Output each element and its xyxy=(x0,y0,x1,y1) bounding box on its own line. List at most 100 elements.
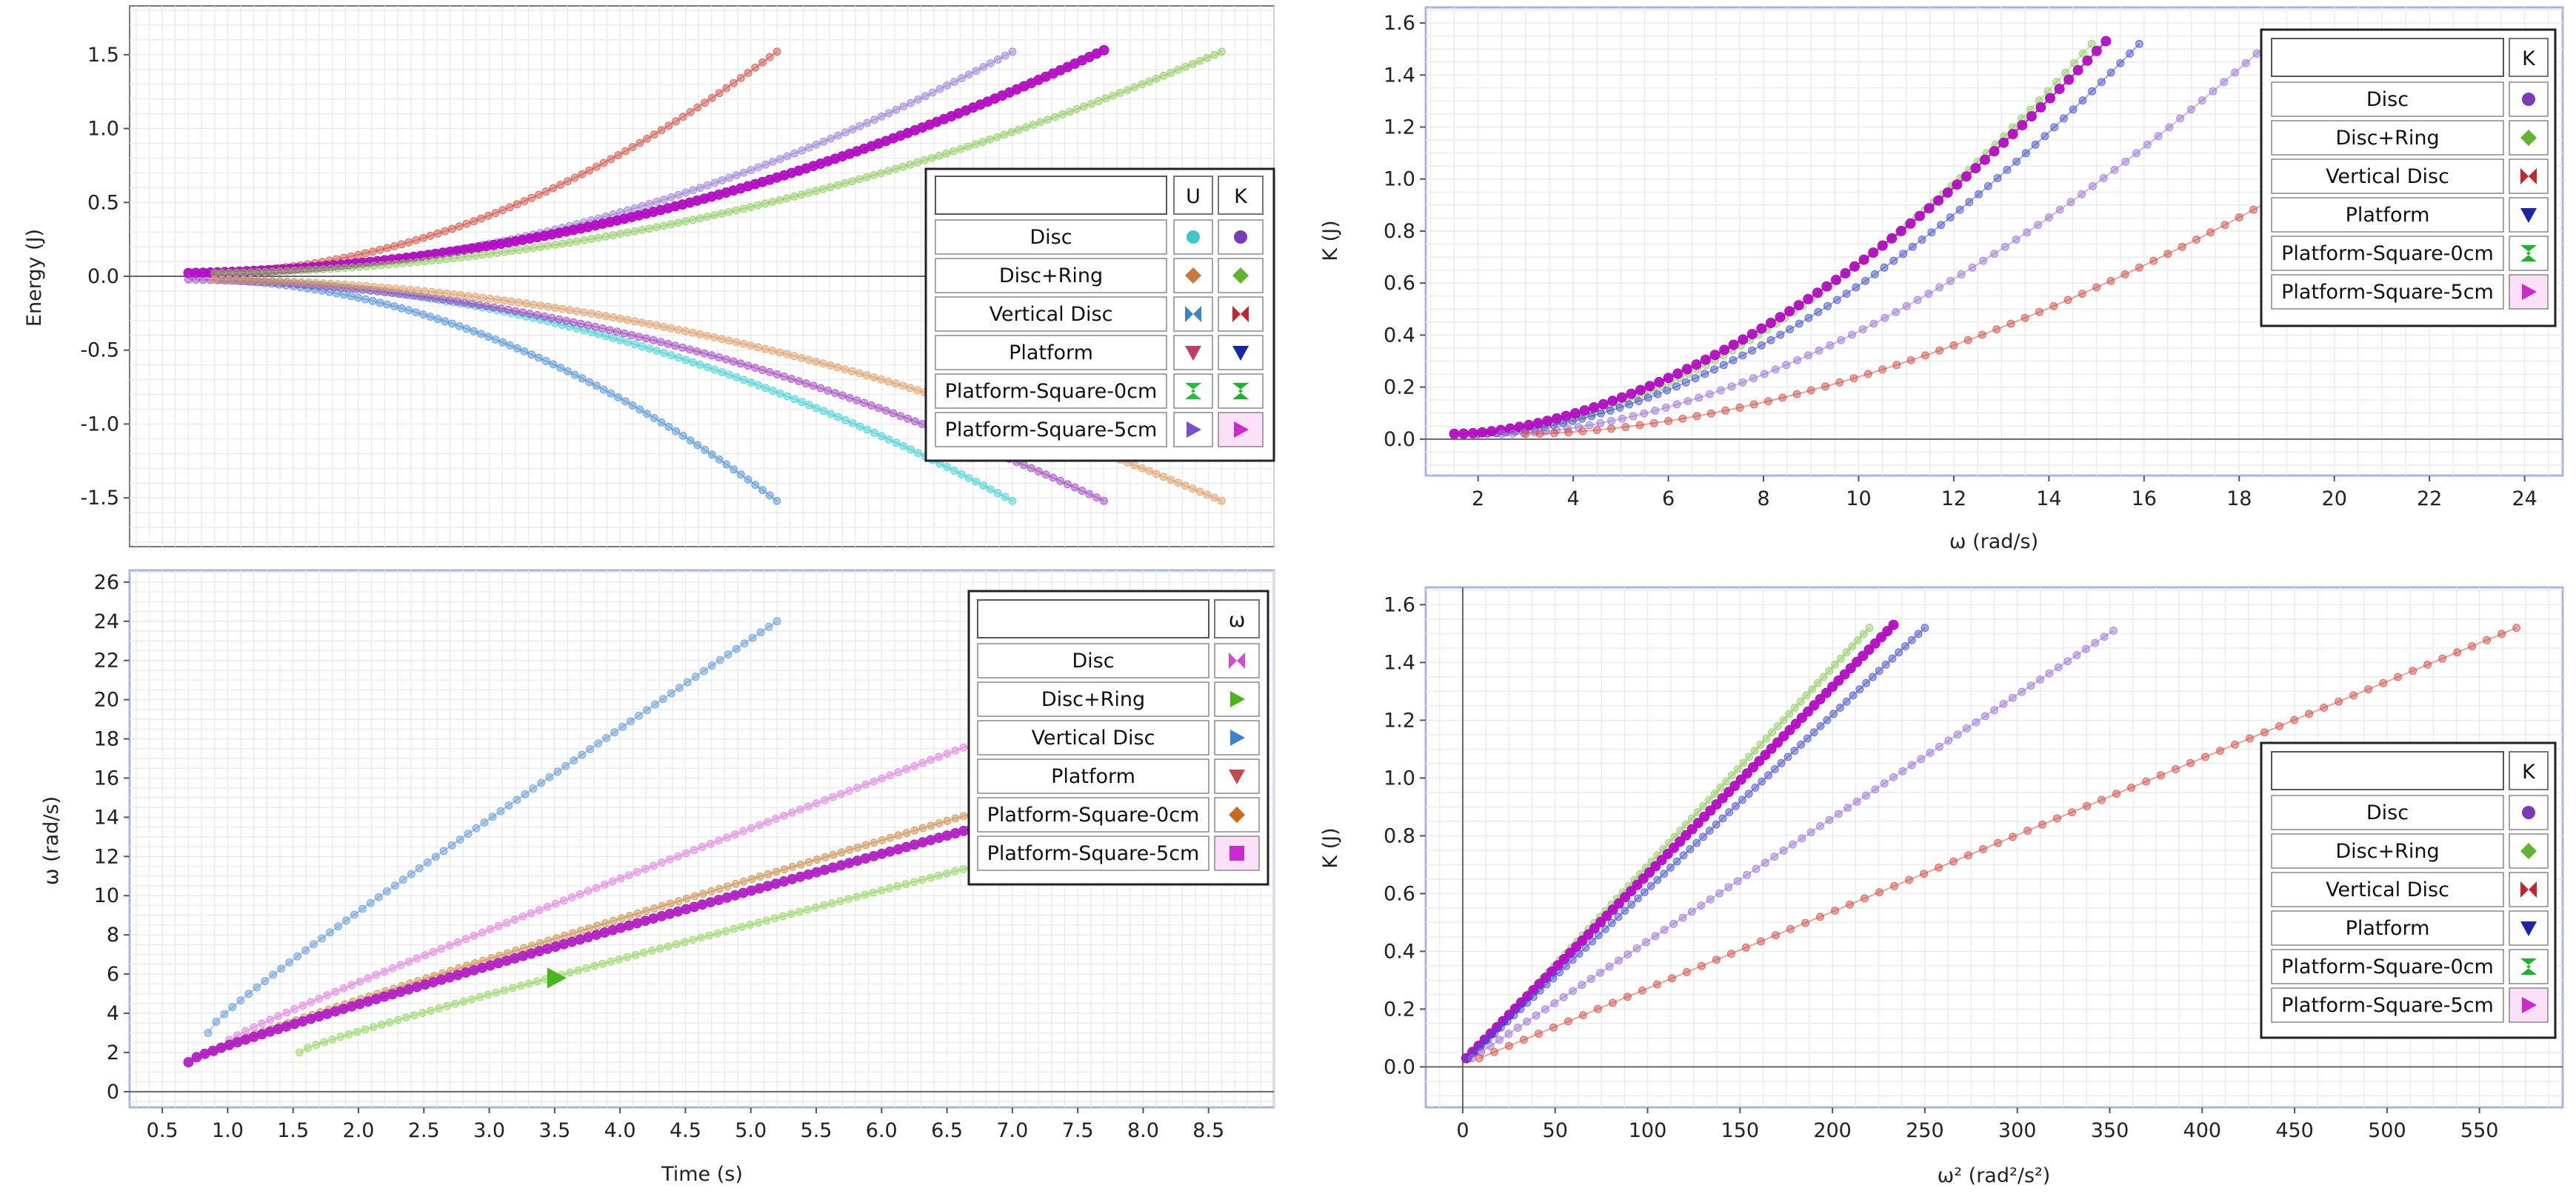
data-point xyxy=(1784,306,1795,317)
legend-row[interactable]: Disc+Ring xyxy=(935,258,1264,293)
data-point xyxy=(628,143,637,152)
data-point xyxy=(869,888,878,897)
legend-row[interactable]: Disc+Ring xyxy=(977,681,1260,717)
data-point xyxy=(1729,781,1741,791)
data-point xyxy=(397,304,406,313)
data-point xyxy=(811,903,820,912)
legend-row[interactable]: Disc xyxy=(2271,795,2549,830)
legend-row[interactable]: Platform-Square-5cm xyxy=(935,412,1264,447)
data-point xyxy=(561,761,570,770)
legend-row[interactable]: Platform xyxy=(2271,197,2549,233)
legend-row[interactable]: Platform-Square-0cm xyxy=(2271,949,2549,984)
data-point xyxy=(1766,336,1775,344)
data-point xyxy=(507,297,516,306)
data-point xyxy=(368,247,377,256)
data-point xyxy=(1823,301,1832,310)
data-point xyxy=(608,877,617,886)
data-point xyxy=(504,801,513,810)
data-point xyxy=(380,967,389,976)
data-point xyxy=(829,850,838,859)
legend-row[interactable]: Vertical Disc xyxy=(935,296,1264,332)
data-point xyxy=(565,238,574,247)
legend-row[interactable]: Platform-Square-5cm xyxy=(2271,274,2549,310)
data-point xyxy=(1621,423,1630,431)
data-point xyxy=(467,995,476,1004)
legend-row[interactable]: Platform xyxy=(977,758,1260,794)
data-point xyxy=(1750,747,1759,756)
data-point xyxy=(298,1001,307,1010)
data-point xyxy=(985,135,994,144)
legend-search-box[interactable] xyxy=(935,176,1167,215)
legend-row[interactable]: Platform-Square-0cm xyxy=(2271,236,2549,271)
data-point xyxy=(2068,808,2076,817)
data-point xyxy=(804,802,812,811)
data-point xyxy=(344,1030,353,1038)
chart-omega-vs-time: 0.5 1.0 1.5 2.0 2.5 3.0 3.5 4.0 4.5 5.0 5.5 6.0 6.5 7… xyxy=(40,569,1275,1186)
legend-search-box[interactable] xyxy=(977,599,1209,638)
data-point xyxy=(277,964,286,973)
data-point xyxy=(419,310,427,319)
data-point xyxy=(336,1033,345,1041)
series-line xyxy=(299,856,1013,1053)
legend-row[interactable]: Disc xyxy=(977,643,1260,678)
data-point xyxy=(391,259,400,268)
data-point xyxy=(2054,663,2063,672)
data-point xyxy=(247,268,256,277)
data-point xyxy=(2081,644,2090,653)
legend-search-box[interactable] xyxy=(2271,751,2504,790)
data-point xyxy=(732,206,741,215)
y-tick-label: 1.0 xyxy=(1384,168,1415,191)
legend-row[interactable]: Disc+Ring xyxy=(2271,833,2549,869)
data-point xyxy=(797,190,806,199)
legend-row[interactable]: Platform-Square-5cm xyxy=(977,836,1260,871)
data-point xyxy=(2135,39,2143,48)
x-tick-label: 5.5 xyxy=(801,1119,832,1142)
data-point xyxy=(881,406,890,415)
data-point xyxy=(680,938,689,947)
data-point xyxy=(695,330,704,338)
x-tick-label: 16 xyxy=(2132,487,2157,510)
data-point xyxy=(1625,400,1634,409)
data-point xyxy=(377,261,386,270)
data-point xyxy=(1504,1030,1513,1038)
legend-row[interactable]: Platform xyxy=(935,335,1264,370)
legend-row[interactable]: Platform-Square-5cm xyxy=(2271,987,2549,1023)
legend-row[interactable]: Disc xyxy=(2271,81,2549,117)
hourglass-icon xyxy=(1185,383,1201,399)
legend-row[interactable]: Platform-Square-0cm xyxy=(977,797,1260,833)
data-point xyxy=(1496,1023,1505,1032)
data-point xyxy=(783,392,792,401)
data-point xyxy=(545,773,554,781)
data-point xyxy=(1779,846,1788,855)
legend-row[interactable]: Platform xyxy=(2271,910,2549,946)
legend-search-box[interactable] xyxy=(2271,38,2504,77)
x-tick-label: 0 xyxy=(1456,1119,1469,1142)
bowtie-icon xyxy=(1185,306,1193,322)
legend-row[interactable]: Disc+Ring xyxy=(2271,120,2549,156)
legend-row[interactable]: Vertical Disc xyxy=(2271,872,2549,907)
data-point xyxy=(1629,412,1638,421)
data-point xyxy=(686,436,695,445)
legend-row[interactable]: Vertical Disc xyxy=(2271,159,2549,194)
data-point xyxy=(957,470,966,478)
data-point xyxy=(870,428,879,437)
data-point xyxy=(1875,888,1883,897)
data-point xyxy=(2026,681,2035,690)
data-point xyxy=(819,137,828,146)
data-point xyxy=(914,449,922,458)
data-point xyxy=(1588,937,1597,946)
data-point xyxy=(618,722,627,731)
data-point xyxy=(1835,704,1844,712)
data-point xyxy=(964,70,973,79)
data-point xyxy=(450,254,458,263)
data-point xyxy=(1854,636,1862,644)
data-point xyxy=(1989,146,2000,157)
data-point xyxy=(616,314,624,323)
legend-row[interactable]: Vertical Disc xyxy=(977,720,1260,756)
legend-row[interactable]: Disc xyxy=(935,219,1264,255)
data-point xyxy=(567,893,576,901)
data-point xyxy=(1706,409,1715,418)
data-point xyxy=(1695,393,1704,402)
data-point xyxy=(456,291,465,299)
legend-row[interactable]: Platform-Square-0cm xyxy=(935,373,1264,409)
